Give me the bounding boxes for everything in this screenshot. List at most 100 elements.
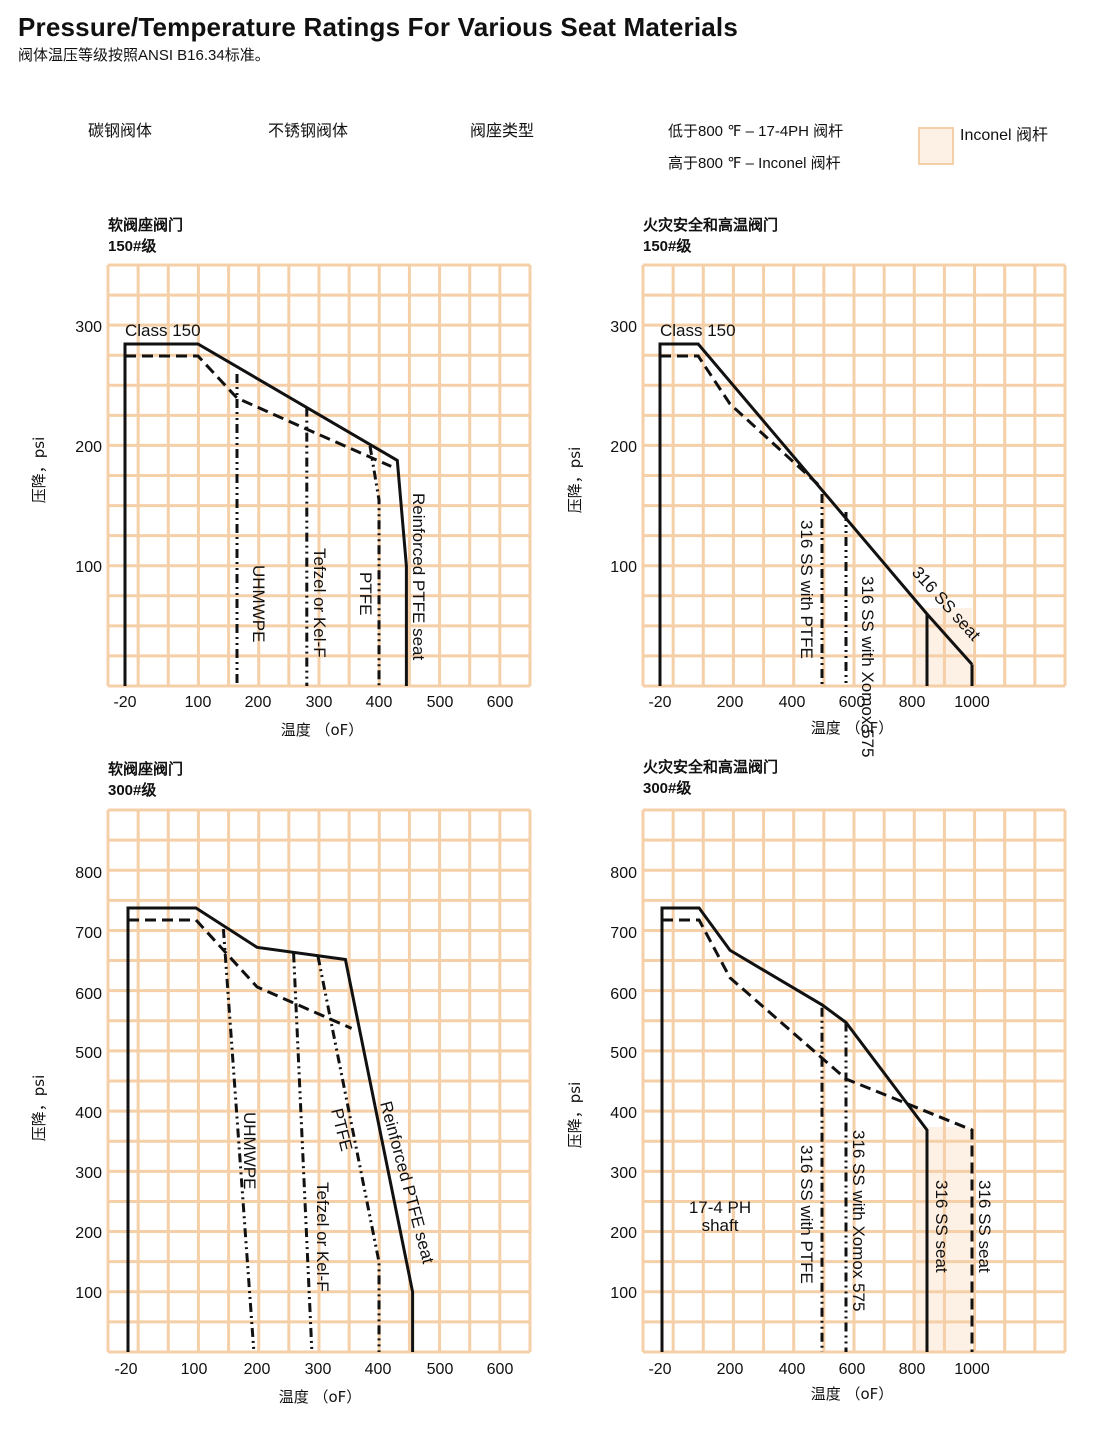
series-line-unnamed-1	[660, 354, 824, 490]
x-tick-label: 800	[899, 694, 926, 711]
legend-inconel-label: Inconel 阀杆	[960, 127, 1049, 144]
y-axis-label: 压降，psi	[30, 1075, 48, 1142]
legend-stem-below-800: 低于800 ℉ – 17-4PH 阀杆	[668, 123, 844, 140]
x-tick-label: 300	[306, 694, 333, 711]
x-tick-label: 800	[899, 1361, 926, 1378]
x-tick-label: 1000	[954, 694, 990, 711]
x-tick-label: -20	[648, 1361, 671, 1378]
series-line-unnamed-1	[662, 918, 974, 1352]
y-axis-label: 压降，psi	[566, 1082, 584, 1149]
y-axis-label: 压降，psi	[30, 437, 48, 504]
y-tick-label: 200	[75, 439, 102, 456]
x-axis-label: 温度 （oF）	[811, 719, 894, 737]
y-tick-label: 100	[75, 1285, 102, 1302]
x-tick-label: 200	[717, 1361, 744, 1378]
series-label: 316 SS with Xomox 575	[849, 1130, 868, 1311]
chart-annotation: Class 150	[660, 321, 736, 340]
panel-title-3-class: 300#级	[108, 782, 157, 799]
y-tick-label: 800	[610, 865, 637, 882]
series-line-tefzel-or-kel-f	[292, 953, 314, 1353]
series-line-unnamed-1	[128, 918, 353, 1030]
y-tick-label: 400	[610, 1105, 637, 1122]
inconel-region	[912, 1127, 972, 1352]
chart-annotation: 17-4 PH	[689, 1198, 751, 1217]
x-tick-label: 200	[245, 694, 272, 711]
x-axis-label: 温度 （oF）	[281, 721, 364, 739]
y-tick-label: 500	[610, 1045, 637, 1062]
inconel-swatch	[918, 127, 954, 165]
y-tick-label: 800	[75, 865, 102, 882]
x-tick-label: 500	[427, 694, 454, 711]
x-tick-label: 500	[427, 1361, 454, 1378]
legend-stem-above-800: 高于800 ℉ – Inconel 阀杆	[668, 155, 841, 172]
x-tick-label: 200	[244, 1361, 271, 1378]
legend-carbon-steel-body: 碳钢阀体	[88, 123, 153, 140]
panel-title-3-name: 软阀座阀门	[108, 761, 184, 778]
page-subtitle: 阀体温压等级按照ANSI B16.34标准。	[18, 47, 270, 64]
series-line-class-150	[658, 342, 974, 686]
y-tick-label: 300	[610, 319, 637, 336]
panel-title-1-class: 150#级	[108, 238, 157, 255]
series-label: Reinforced PTFE seat	[376, 1099, 438, 1266]
x-tick-label: 400	[779, 694, 806, 711]
series-label: 316 SS with Xomox 575	[858, 576, 877, 757]
panel-title-2-class: 150#级	[643, 238, 692, 255]
y-tick-label: 200	[610, 1225, 637, 1242]
panel-title-2: 火灾安全和高温阀门 150#级	[643, 215, 778, 257]
legend-seat-type: 阀座类型	[470, 123, 535, 140]
x-axis-label: 温度 （oF）	[811, 1385, 894, 1403]
x-tick-label: 100	[185, 694, 212, 711]
x-axis-label: 温度 （oF）	[279, 1388, 362, 1406]
legend-stainless-body: 不锈钢阀体	[268, 123, 349, 140]
x-tick-label: 1000	[954, 1361, 990, 1378]
x-tick-label: 400	[779, 1361, 806, 1378]
series-label: Tefzel or Kel-F	[313, 1182, 332, 1292]
chart-panel-2: -20 200 400 600 800 1000 100 200 300 温度 （oF） 压降，ps…	[566, 263, 1067, 757]
y-tick-label: 700	[75, 925, 102, 942]
panel-title-1-name: 软阀座阀门	[108, 217, 184, 234]
chart-panel-1: -20 100 200 300 400 500 600 100 200 300 温度 （oF） 压降，…	[30, 263, 532, 739]
x-tick-label: 600	[487, 1361, 514, 1378]
x-tick-label: -20	[114, 1361, 137, 1378]
panel-title-4-name: 火灾安全和高温阀门	[643, 759, 779, 776]
x-tick-label: 600	[839, 1361, 866, 1378]
series-label: Tefzel or Kel-F	[310, 548, 329, 658]
series-line-ptfe	[368, 445, 381, 686]
series-label: 316 SS seat	[932, 1180, 951, 1273]
panel-title-3: 软阀座阀门 300#级	[108, 759, 183, 801]
series-line-unnamed-0	[126, 906, 415, 1352]
y-tick-label: 700	[610, 925, 637, 942]
inconel-region	[912, 608, 972, 686]
series-label: 316 SS with PTFE	[797, 520, 816, 659]
series-label: UHMWPE	[249, 565, 268, 642]
panel-title-2-name: 火灾安全和高温阀门	[643, 217, 779, 234]
series-label: 316 SS with PTFE	[797, 1145, 816, 1284]
panel-title-4: 火灾安全和高温阀门 300#级	[643, 757, 778, 799]
x-tick-label: 600	[487, 694, 514, 711]
y-tick-label: 100	[75, 559, 102, 576]
y-tick-label: 600	[610, 986, 637, 1003]
series-label: Reinforced PTFE seat	[409, 493, 428, 661]
chart-panel-3: -20 100 200 300 400 500 600 100 200 300 400 500 600 7…	[30, 808, 532, 1406]
x-tick-label: 100	[181, 1361, 208, 1378]
page-title: Pressure/Temperature Ratings For Various…	[18, 12, 739, 42]
series-label: UHMWPE	[240, 1112, 259, 1189]
y-tick-label: 100	[610, 559, 637, 576]
chart-panel-4: -20 200 400 600 800 1000 100 200 300 400 500 600 700…	[566, 808, 1067, 1403]
y-tick-label: 300	[75, 1165, 102, 1182]
y-tick-label: 300	[75, 319, 102, 336]
x-tick-label: 300	[305, 1361, 332, 1378]
y-tick-label: 100	[610, 1285, 637, 1302]
series-label: PTFE	[356, 572, 375, 615]
x-tick-label: -20	[648, 694, 671, 711]
y-tick-label: 600	[75, 986, 102, 1003]
series-label: 316 SS seat	[975, 1180, 994, 1273]
y-tick-label: 400	[75, 1105, 102, 1122]
y-tick-label: 500	[75, 1045, 102, 1062]
chart-annotation: shaft	[702, 1216, 739, 1235]
chart-annotation: Class 150	[125, 321, 201, 340]
panel-title-4-class: 300#级	[643, 780, 692, 797]
x-tick-label: 400	[365, 1361, 392, 1378]
y-axis-label: 压降，psi	[566, 447, 584, 514]
